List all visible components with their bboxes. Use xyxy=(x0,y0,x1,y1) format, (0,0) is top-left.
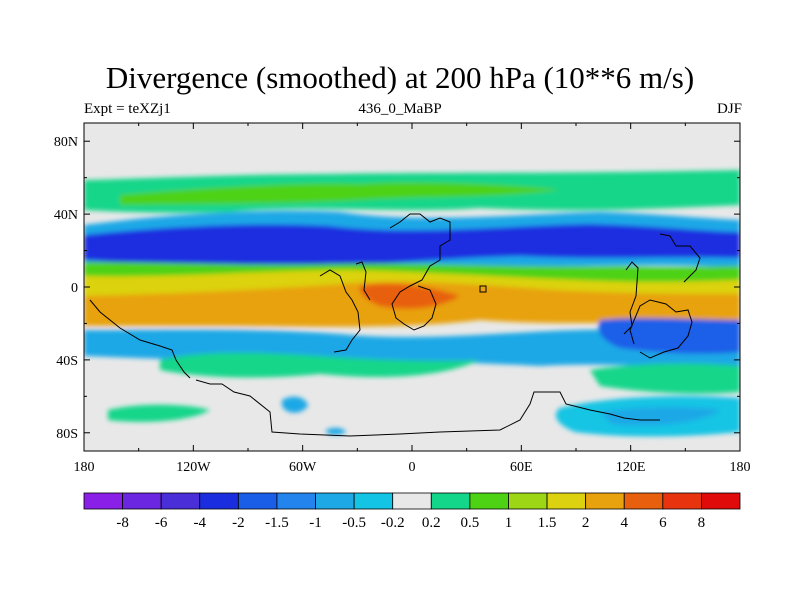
y-tick-label: 0 xyxy=(71,281,78,296)
time-label: 436_0_MaBP xyxy=(358,101,442,117)
colorbar-swatch xyxy=(469,492,509,510)
season-label: DJF xyxy=(716,101,742,117)
coastline-africa xyxy=(389,213,451,331)
colorbar-label: -8 xyxy=(116,515,129,531)
colorbar-label: -1 xyxy=(309,515,322,531)
colorbar-swatch xyxy=(315,492,355,510)
contour-south-blue-belt xyxy=(598,318,740,354)
colorbar: -8 -6 -4 -2 -1.5 -1 -0.5 -0.2 0.2 0.5 1 1.5 2 4 6 8 xyxy=(83,492,741,531)
coastline-south-america xyxy=(319,269,361,353)
colorbar-label: 6 xyxy=(659,515,667,531)
y-tick-label: 80S xyxy=(56,427,78,442)
colorbar-swatch xyxy=(430,492,471,510)
contour-antarctic-blue-patch xyxy=(600,407,720,426)
colorbar-label: -0.5 xyxy=(342,515,366,531)
colorbar-swatch xyxy=(160,492,201,510)
y-tick-label: 40S xyxy=(56,354,78,369)
x-tick-label: 180 xyxy=(730,460,751,475)
x-tick-label: 120W xyxy=(176,460,211,475)
colorbar-label: -1.5 xyxy=(265,515,289,531)
contour-subtropical-blue-belt xyxy=(84,224,740,269)
y-tick-label: 40N xyxy=(54,208,78,223)
colorbar-label: 8 xyxy=(698,515,706,531)
x-tick-label: 180 xyxy=(74,460,95,475)
experiment-label: Expt = teXZj1 xyxy=(84,101,171,117)
y-axis: 80N 40N 0 40S 80S xyxy=(54,135,740,442)
x-tick-label: 60E xyxy=(510,460,533,475)
contour-north-lightgreen-blob xyxy=(120,182,560,205)
x-tick-label: 60W xyxy=(289,460,317,475)
x-tick-label: 0 xyxy=(409,460,416,475)
coastline-australia xyxy=(629,299,693,359)
colorbar-label: -6 xyxy=(155,515,168,531)
colorbar-swatch xyxy=(701,492,741,510)
coastline-pacific-island xyxy=(479,285,487,293)
colorbar-swatch xyxy=(662,492,702,510)
coastline-antarctica xyxy=(195,379,660,437)
contour-south-green-patch xyxy=(160,352,480,378)
chart-title: Divergence (smoothed) at 200 hPa (10**6 … xyxy=(105,60,695,95)
contour-fill-layer xyxy=(84,170,740,437)
contour-south-green-patch-3 xyxy=(108,404,210,422)
contour-south-cyan-patch-tiny xyxy=(326,427,346,435)
colorbar-swatch xyxy=(237,492,278,510)
colorbar-label: -2 xyxy=(232,515,245,531)
colorbar-swatch xyxy=(199,492,239,510)
colorbar-label: 1 xyxy=(505,515,513,531)
coastline-layer xyxy=(89,213,701,437)
colorbar-swatch xyxy=(122,492,162,510)
colorbar-swatch xyxy=(83,492,123,510)
x-tick-label: 120E xyxy=(616,460,646,475)
colorbar-swatch xyxy=(276,492,316,510)
coastline-asia xyxy=(659,233,701,283)
colorbar-label: -4 xyxy=(194,515,207,531)
contour-south-green-patch-2 xyxy=(590,363,740,394)
colorbar-label: 1.5 xyxy=(538,515,557,531)
y-tick-label: 80N xyxy=(54,135,78,150)
colorbar-label: 2 xyxy=(582,515,590,531)
colorbar-swatch xyxy=(585,492,625,510)
colorbar-label: -0.2 xyxy=(381,515,405,531)
colorbar-swatch xyxy=(623,492,664,510)
colorbar-label: 4 xyxy=(620,515,628,531)
colorbar-swatch xyxy=(353,492,394,510)
colorbar-label: 0.5 xyxy=(461,515,480,531)
colorbar-swatch xyxy=(392,492,432,510)
contour-south-cyan-patch-small xyxy=(282,396,308,413)
colorbar-swatch xyxy=(508,492,548,510)
coastline-south-pacific xyxy=(89,299,191,379)
x-axis: 180 120W 60W 0 60E 120E 180 xyxy=(74,123,751,475)
coastline-south-america-2 xyxy=(355,261,371,301)
colorbar-label: 0.2 xyxy=(422,515,441,531)
colorbar-swatch xyxy=(546,492,587,510)
